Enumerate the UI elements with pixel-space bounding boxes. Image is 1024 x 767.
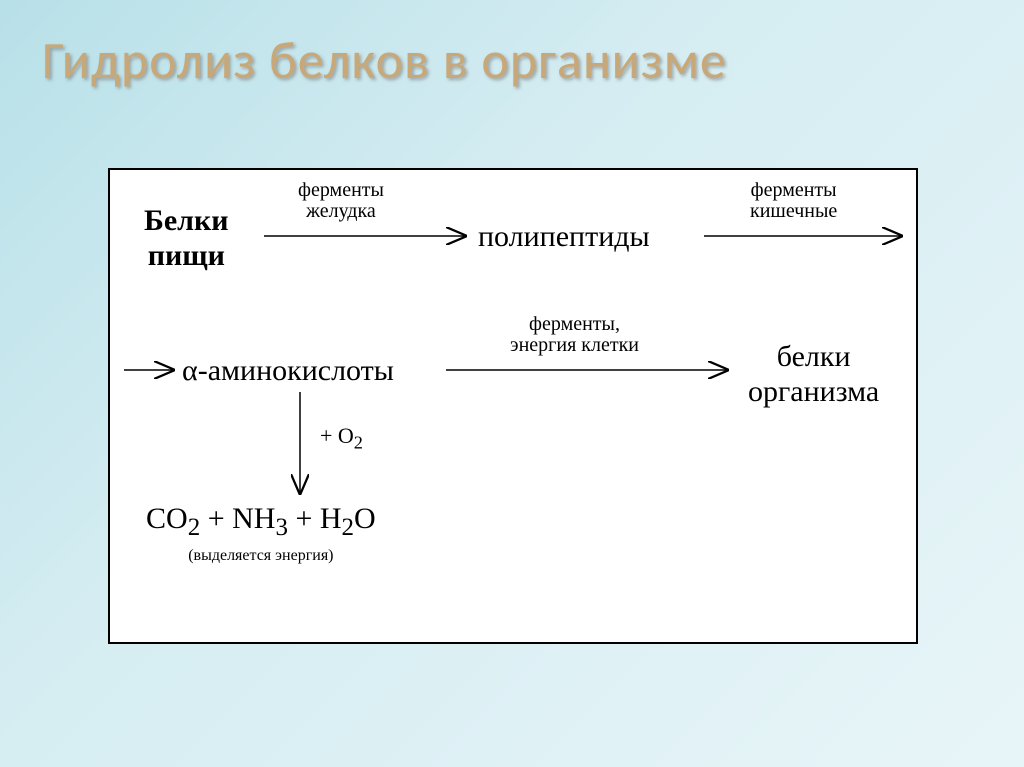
label-cell-enzymes: ферменты, энергия клетки [510, 314, 639, 356]
lbl0l2: желудка [298, 201, 384, 222]
node-oxidation-products: CO2 + NH3 + H2O (выделяется энергия) [146, 502, 376, 565]
body-proteins-l2: организма [748, 375, 879, 410]
food-proteins-l1: Белки [144, 204, 229, 239]
amino-prefix: α- [182, 354, 208, 387]
fp6: O [354, 502, 376, 535]
lbl4l1: + O2 [320, 423, 363, 448]
slide-title: Гидролиз белков в организме [42, 28, 727, 92]
fp1: 2 [188, 514, 201, 541]
node-food-proteins: Белки пищи [144, 204, 229, 273]
node-polypeptides: полипептиды [478, 220, 650, 255]
fp4: + H [288, 502, 342, 535]
oxidation-note: (выделяется энергия) [146, 547, 376, 565]
food-proteins-l2: пищи [144, 239, 229, 274]
label-plus-o2: + O2 [320, 424, 363, 453]
fp5: 2 [342, 514, 355, 541]
node-body-proteins: белки организма [748, 340, 879, 409]
fp0: CO [146, 502, 188, 535]
node-amino-acids: α-аминокислоты [182, 354, 394, 389]
fp2: + NH [200, 502, 275, 535]
lbl3l2: энергия клетки [510, 335, 639, 356]
lbl1l1: ферменты [750, 180, 837, 201]
lbl1l2: кишечные [750, 201, 837, 222]
label-stomach-enzymes: ферменты желудка [298, 180, 384, 222]
label-intestine-enzymes: ферменты кишечные [750, 180, 837, 222]
diagram-container: Белки пищи полипептиды α-аминокислоты бе… [108, 168, 918, 644]
lbl3l1: ферменты, [510, 314, 639, 335]
amino-text: аминокислоты [208, 354, 394, 387]
fp3: 3 [275, 514, 288, 541]
lbl0l1: ферменты [298, 180, 384, 201]
body-proteins-l1: белки [748, 340, 879, 375]
